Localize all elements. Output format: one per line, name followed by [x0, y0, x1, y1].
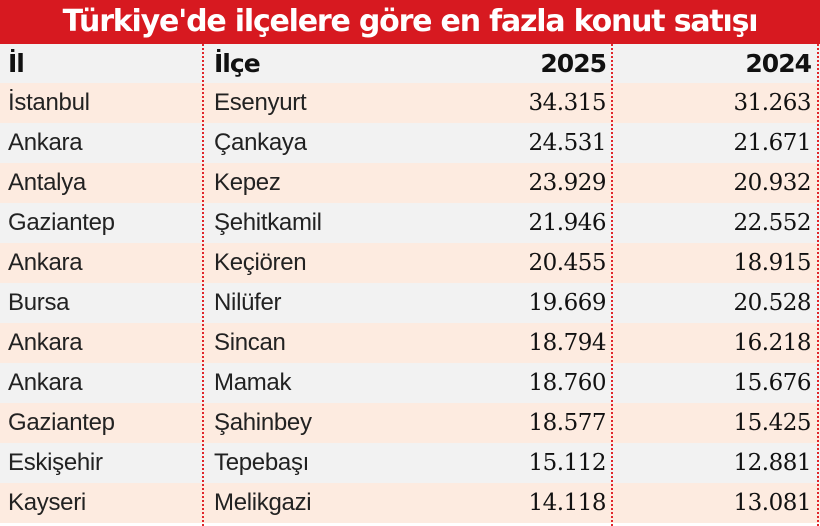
- cell-2024: 15.425: [733, 410, 812, 436]
- header-il: İl: [8, 49, 25, 78]
- cell-ilce: Melikgazi: [214, 489, 312, 516]
- cell-il: Ankara: [8, 249, 83, 276]
- cell-2025: 15.112: [528, 450, 607, 476]
- cell-ilce: Çankaya: [214, 129, 307, 156]
- table-row: Eskişehir Tepebaşı 15.112 12.881: [0, 443, 820, 483]
- cell-2025: 34.315: [528, 90, 607, 116]
- cell-il: Antalya: [8, 169, 86, 196]
- cell-ilce: Tepebaşı: [214, 449, 310, 476]
- table-row: İstanbul Esenyurt 34.315 31.263: [0, 83, 820, 123]
- cell-2024: 21.671: [733, 130, 812, 156]
- cell-ilce: Sincan: [214, 329, 286, 356]
- cell-2024: 22.552: [733, 210, 812, 236]
- table-row: Bursa Nilüfer 19.669 20.528: [0, 283, 820, 323]
- cell-2025: 18.577: [528, 410, 607, 436]
- table-row: Ankara Çankaya 24.531 21.671: [0, 123, 820, 163]
- cell-ilce: Kepez: [214, 169, 281, 196]
- table-row: Ankara Sincan 18.794 16.218: [0, 323, 820, 363]
- column-divider: [611, 44, 613, 526]
- cell-2025: 24.531: [528, 130, 607, 156]
- column-divider: [817, 44, 819, 526]
- cell-il: Kayseri: [8, 489, 86, 516]
- cell-ilce: Nilüfer: [214, 289, 282, 316]
- cell-il: Ankara: [8, 369, 83, 396]
- cell-il: Eskişehir: [8, 449, 103, 476]
- cell-2024: 15.676: [733, 370, 812, 396]
- cell-il: Ankara: [8, 129, 83, 156]
- cell-ilce: Keçiören: [214, 249, 307, 276]
- cell-2024: 31.263: [733, 90, 812, 116]
- cell-il: Gaziantep: [8, 209, 115, 236]
- page-title: Türkiye'de ilçelere göre en fazla konut …: [0, 0, 820, 44]
- cell-il: Bursa: [8, 289, 70, 316]
- cell-ilce: Mamak: [214, 369, 292, 396]
- cell-2024: 13.081: [733, 490, 812, 516]
- cell-2025: 20.455: [528, 250, 607, 276]
- table-header-row: İl İlçe 2025 2024: [0, 44, 820, 83]
- cell-2024: 12.881: [733, 450, 812, 476]
- cell-ilce: Şahinbey: [214, 409, 312, 436]
- cell-2025: 18.794: [528, 330, 607, 356]
- cell-il: Ankara: [8, 329, 83, 356]
- table-row: Ankara Keçiören 20.455 18.915: [0, 243, 820, 283]
- cell-2025: 18.760: [528, 370, 607, 396]
- cell-2025: 19.669: [528, 290, 607, 316]
- table-row: Kayseri Melikgazi 14.118 13.081: [0, 483, 820, 523]
- header-ilce: İlçe: [214, 49, 261, 78]
- cell-2025: 23.929: [528, 170, 607, 196]
- header-2024: 2024: [745, 49, 812, 78]
- cell-2025: 21.946: [528, 210, 607, 236]
- cell-il: İstanbul: [8, 89, 90, 116]
- cell-ilce: Esenyurt: [214, 89, 307, 116]
- housing-sales-table: İl İlçe 2025 2024 İstanbul Esenyurt 34.3…: [0, 44, 820, 523]
- cell-2024: 16.218: [733, 330, 812, 356]
- cell-il: Gaziantep: [8, 409, 115, 436]
- table-row: Gaziantep Şahinbey 18.577 15.425: [0, 403, 820, 443]
- column-divider: [202, 44, 204, 526]
- table-row: Antalya Kepez 23.929 20.932: [0, 163, 820, 203]
- cell-2025: 14.118: [528, 490, 607, 516]
- cell-2024: 18.915: [733, 250, 812, 276]
- table-row: Ankara Mamak 18.760 15.676: [0, 363, 820, 403]
- cell-2024: 20.528: [733, 290, 812, 316]
- header-2025: 2025: [540, 49, 607, 78]
- cell-2024: 20.932: [733, 170, 812, 196]
- cell-ilce: Şehitkamil: [214, 209, 322, 236]
- table-row: Gaziantep Şehitkamil 21.946 22.552: [0, 203, 820, 243]
